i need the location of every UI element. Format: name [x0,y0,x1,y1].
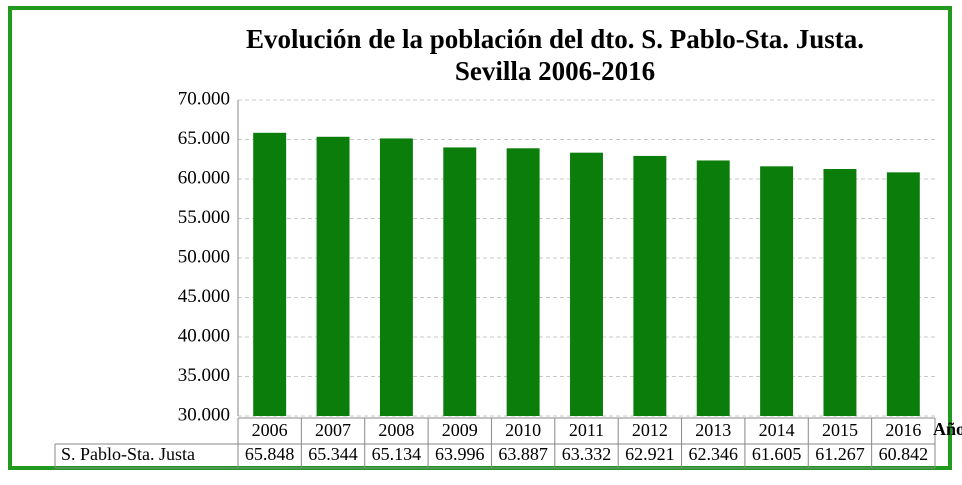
y-tick-label: 50.000 [178,246,230,267]
y-tick-label: 55.000 [178,207,230,228]
value-label: 63.996 [435,444,485,464]
bar [696,160,730,416]
y-tick-label: 60.000 [178,167,230,188]
y-tick-label: 45.000 [178,286,230,307]
chart-border [8,6,952,470]
y-tick-label: 40.000 [178,325,230,346]
bar [633,155,667,416]
x-axis-label: Año [933,419,962,439]
x-tick-label: 2014 [759,420,795,440]
value-label: 62.921 [625,444,675,464]
value-label: 63.887 [498,444,548,464]
x-tick-label: 2016 [885,420,921,440]
x-tick-label: 2010 [505,420,541,440]
x-tick-label: 2006 [252,420,288,440]
bar [823,168,857,416]
y-tick-label: 35.000 [178,365,230,386]
value-label: 65.344 [308,444,358,464]
bar [886,172,920,416]
value-label: 65.848 [245,444,295,464]
chart-title: Evolución de la población del dto. S. Pa… [246,24,864,54]
bar [253,132,287,417]
value-label: 65.134 [372,444,422,464]
x-tick-label: 2012 [632,420,668,440]
value-label: 61.267 [815,444,865,464]
x-tick-label: 2013 [695,420,731,440]
x-tick-label: 2009 [442,420,478,440]
x-tick-label: 2015 [822,420,858,440]
y-tick-label: 30.000 [178,404,230,425]
series-name: S. Pablo-Sta. Justa [61,444,195,464]
value-label: 60.842 [879,444,929,464]
bar [316,136,350,416]
bar [506,148,540,416]
x-tick-label: 2008 [378,420,414,440]
bar [760,166,794,416]
y-tick-label: 70.000 [178,88,230,109]
bar [379,138,413,416]
bar [570,152,603,417]
chart-subtitle: Sevilla 2006-2016 [455,56,655,86]
x-tick-label: 2011 [569,420,604,440]
value-label: 62.346 [688,444,738,464]
bar [443,147,477,417]
value-label: 63.332 [562,444,612,464]
y-tick-label: 65.000 [178,128,230,149]
value-label: 61.605 [752,444,802,464]
x-tick-label: 2007 [315,420,351,440]
